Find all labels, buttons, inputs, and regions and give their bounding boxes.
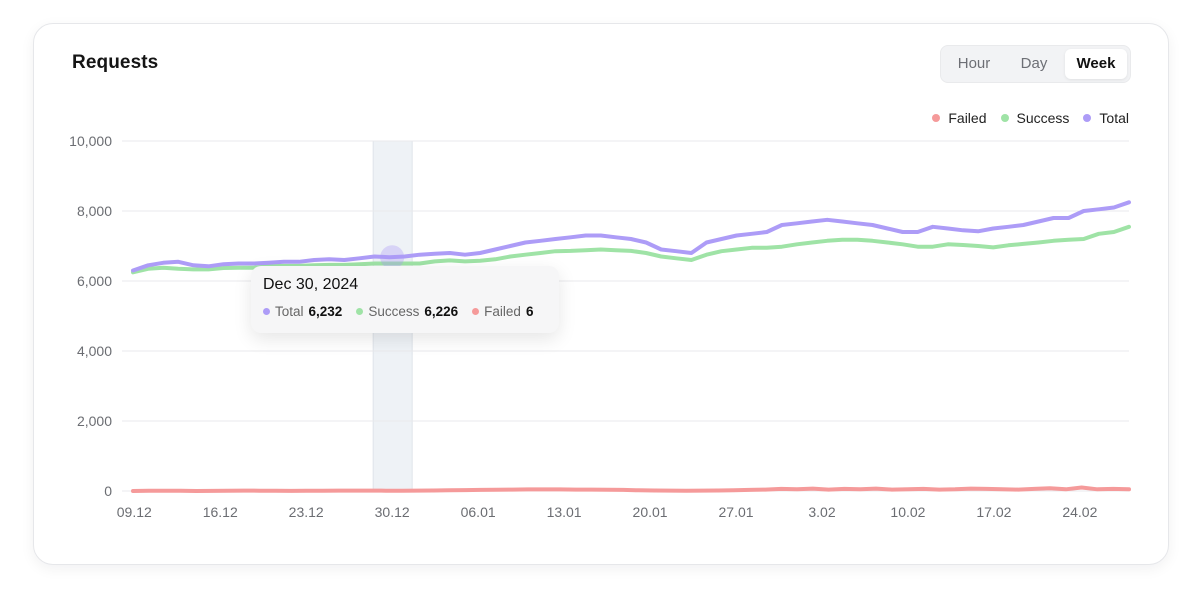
x-tick-label: 16.12 [203,504,238,520]
success-dot-icon [356,308,364,315]
x-tick-label: 23.12 [289,504,324,520]
tooltip-failed: Failed 6 [472,304,533,319]
period-day-button[interactable]: Day [1020,55,1048,72]
tooltip-success-value: 6,226 [424,304,459,319]
legend-item-total[interactable]: Total [1083,110,1129,126]
series-line-success [131,224,1131,275]
legend-label-success: Success [1016,110,1070,126]
period-toggle: Hour Day Week [940,45,1131,83]
x-tick-label: 10.02 [890,504,925,520]
legend-item-success[interactable]: Success [1000,110,1070,126]
hover-point-marker [380,245,405,270]
y-tick-label: 0 [104,483,112,499]
success-dot-icon [1000,114,1009,122]
chart-legend: Failed Success Total [932,110,1129,126]
tooltip-failed-value: 6 [525,304,534,319]
x-tick-label: 06.01 [461,504,496,520]
x-tick-label: 3.02 [808,504,835,520]
x-tick-label: 09.12 [117,504,152,520]
y-tick-label: 6,000 [77,273,112,289]
x-tick-label: 30.12 [375,504,410,520]
x-tick-label: 24.02 [1062,504,1097,520]
series-line-total [131,200,1131,273]
total-dot-icon [1083,114,1092,122]
legend-label-total: Total [1099,110,1129,126]
card-title: Requests [72,52,159,73]
failed-dot-icon [932,114,941,122]
x-tick-label: 27.01 [719,504,754,520]
hover-tooltip: Dec 30, 2024 Total 6,232 Success 6,226 F… [251,266,559,333]
tooltip-failed-label: Failed [484,304,521,319]
tooltip-success: Success 6,226 [356,304,458,319]
series-line-failed [131,485,1131,493]
tooltip-success-label: Success [368,304,420,319]
tooltip-total-value: 6,232 [308,304,343,319]
failed-dot-icon [472,308,480,315]
y-tick-label: 4,000 [77,343,112,359]
legend-label-failed: Failed [948,110,987,126]
x-tick-label: 13.01 [547,504,582,520]
y-tick-label: 10,000 [69,133,112,149]
period-week-button[interactable]: Week [1065,49,1127,79]
x-tick-label: 17.02 [976,504,1011,520]
x-tick-label: 20.01 [633,504,668,520]
y-tick-label: 2,000 [77,413,112,429]
tooltip-values: Total 6,232 Success 6,226 Failed 6 [263,304,533,319]
requests-card [33,23,1169,565]
legend-item-failed[interactable]: Failed [932,110,987,126]
tooltip-total: Total 6,232 [263,304,342,319]
period-hour-button[interactable]: Hour [957,55,991,72]
total-dot-icon [263,308,270,315]
y-tick-label: 8,000 [77,203,112,219]
tooltip-total-label: Total [275,304,304,319]
tooltip-date: Dec 30, 2024 [263,276,359,293]
